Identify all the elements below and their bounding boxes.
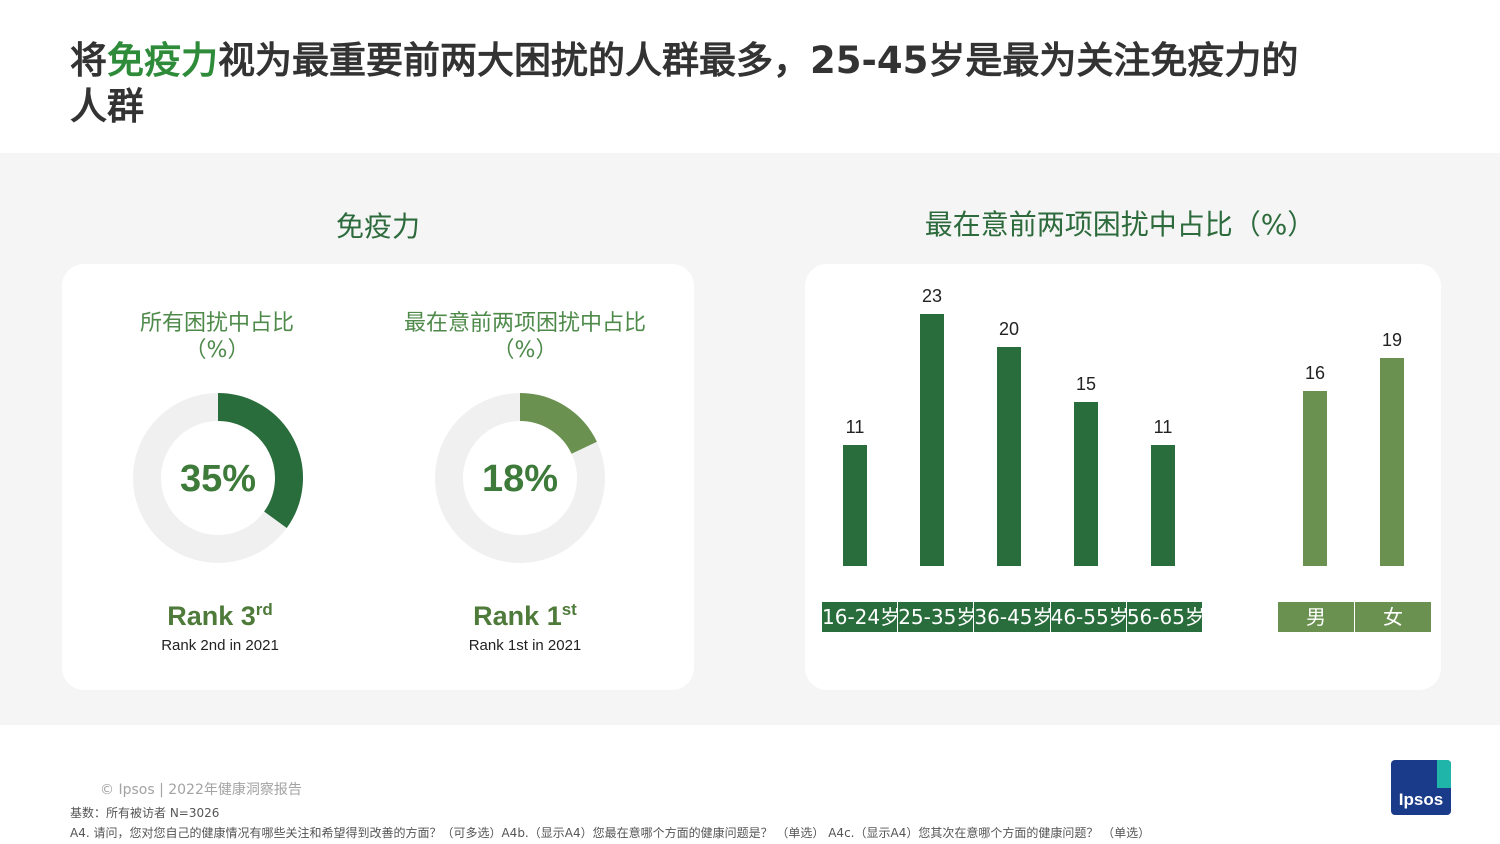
- title-suffix: 视为最重要前两大困扰的人群最多，25-45岁是最为关注免疫力的人群: [70, 39, 1299, 128]
- bar-男: [1303, 390, 1327, 566]
- page-title: 将免疫力视为最重要前两大困扰的人群最多，25-45岁是最为关注免疫力的人群: [70, 38, 1310, 130]
- bar-value-label: 19: [1381, 329, 1403, 350]
- category-label: 56-65岁: [1126, 605, 1203, 629]
- bar-46-55岁: [1074, 401, 1098, 566]
- footer-copyright: © Ipsos | 2022年健康洞察报告: [100, 782, 302, 798]
- category-label: 46-55岁: [1051, 602, 1127, 632]
- donut-1-arc: [217, 393, 303, 528]
- bar-value-label: 20: [998, 318, 1020, 339]
- donut-1-rank-sub: Rank 2nd in 2021: [161, 637, 279, 654]
- bar-56-65岁: [1151, 445, 1175, 566]
- donut-2-label-line2: （%）: [492, 338, 558, 363]
- donut-1-rank-num: 3: [240, 601, 256, 631]
- bar-value-label: 11: [845, 417, 865, 438]
- donut-chart-1: 35%: [133, 393, 303, 563]
- footer-question: A4. 请问，您对您自己的健康情况有哪些关注和希望得到改善的方面？（可多选）A4…: [70, 826, 1151, 840]
- donut-2-rank-sub: Rank 1st in 2021: [468, 637, 582, 654]
- donut-2-rank: Rank 1st: [405, 601, 645, 632]
- donut-1-rank-suffix: rd: [255, 600, 273, 619]
- donut-1-label: 所有困扰中占比 （%）: [67, 310, 367, 364]
- logo-accent: [1437, 760, 1451, 788]
- donut-2-value: 18%: [482, 458, 558, 500]
- bar-value-label: 11: [1153, 417, 1173, 438]
- donut-2-rank-suffix: st: [561, 600, 577, 619]
- donut-1-rank-prefix: Rank: [167, 601, 241, 631]
- title-highlight: 免疫力: [107, 39, 218, 82]
- left-section-title: 免疫力: [335, 210, 420, 243]
- footer-base: 基数：所有被访者 N=3026: [70, 806, 220, 820]
- category-label-row: 男女: [1278, 602, 1431, 632]
- donut-2-label: 最在意前两项困扰中占比 （%）: [375, 310, 675, 364]
- donut-1-label-line1: 所有困扰中占比: [139, 311, 294, 336]
- title-prefix: 将: [70, 39, 107, 82]
- logo-text: Ipsos: [1398, 790, 1444, 809]
- category-label: 女: [1383, 605, 1403, 629]
- bar-16-24岁: [843, 445, 867, 566]
- donut-1-value: 35%: [180, 458, 256, 500]
- category-label: 男: [1278, 602, 1355, 632]
- category-label: 36-45岁: [974, 602, 1051, 632]
- right-section-title: 最在意前两项困扰中占比（%）: [924, 208, 1316, 241]
- donut-2-label-line1: 最在意前两项困扰中占比: [403, 311, 646, 336]
- donut-2-rank-prefix: Rank: [473, 601, 547, 631]
- bar-36-45岁: [997, 346, 1021, 566]
- donut-2-rank-num: 1: [546, 601, 562, 631]
- category-label: 25-35岁: [898, 602, 975, 632]
- donut-1-label-line2: （%）: [184, 338, 250, 363]
- bar-25-35岁: [920, 314, 944, 566]
- donut-chart-2: 18%: [435, 393, 605, 563]
- donut-1-rank: Rank 3rd: [100, 601, 340, 632]
- donut-2-arc: [519, 393, 597, 455]
- bar-value-label: 23: [921, 286, 943, 306]
- bar-value-label: 15: [1075, 373, 1097, 394]
- category-label-row: 16-24岁 25-35岁 36-45岁 46-55岁 56-65岁: [822, 602, 1202, 632]
- bar-女: [1380, 357, 1404, 566]
- ipsos-logo: Ipsos: [1391, 760, 1451, 815]
- category-label: 16-24岁: [822, 602, 899, 632]
- bar-value-label: 16: [1304, 362, 1326, 383]
